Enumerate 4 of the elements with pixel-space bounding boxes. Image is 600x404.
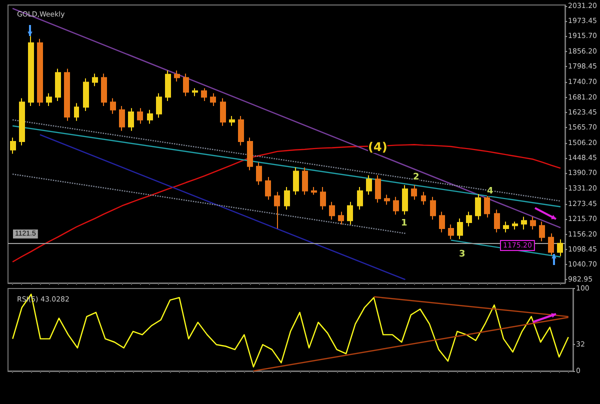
annotation: 1	[401, 218, 408, 228]
annotation: 2	[413, 172, 420, 182]
annotation: 4	[487, 186, 494, 196]
annotation: 3	[459, 250, 466, 260]
